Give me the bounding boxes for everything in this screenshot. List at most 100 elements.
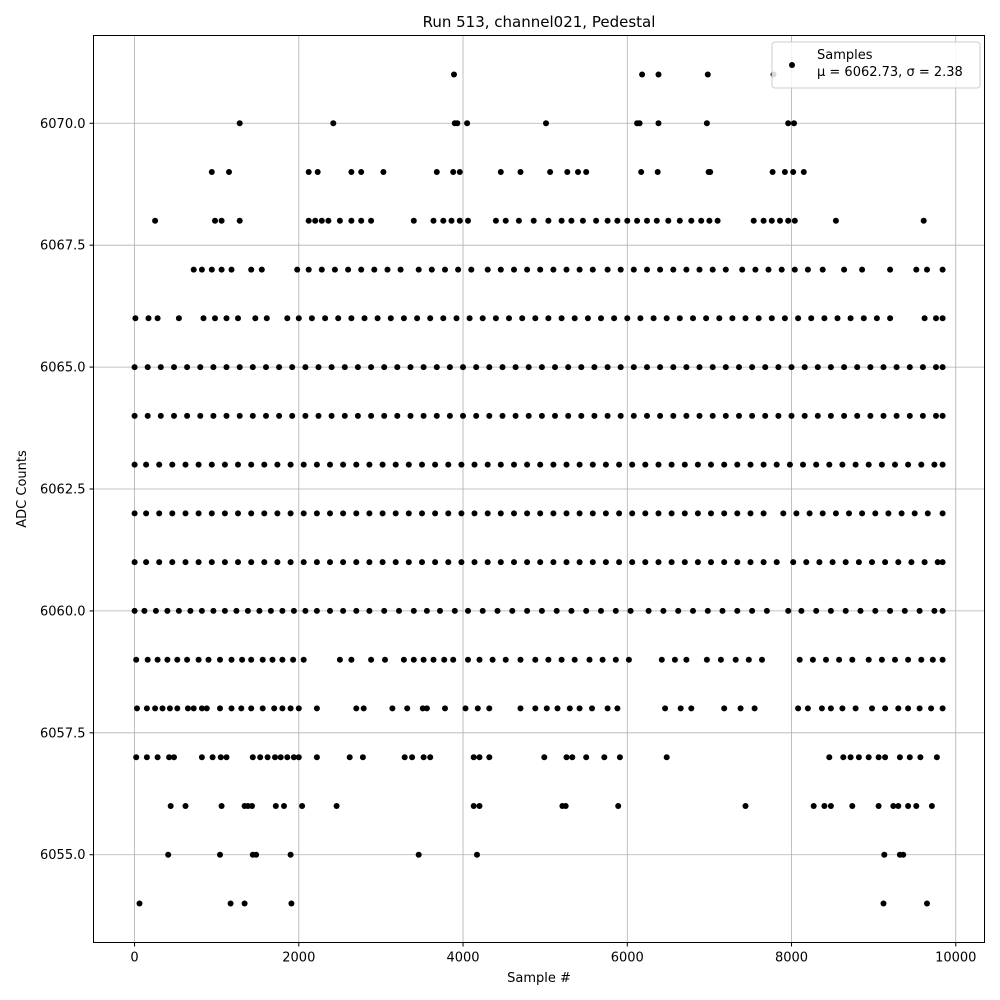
data-point xyxy=(423,607,430,614)
data-point xyxy=(538,412,545,419)
data-point xyxy=(890,803,897,809)
data-point xyxy=(486,754,493,761)
data-point xyxy=(719,607,726,614)
data-point xyxy=(939,266,946,273)
data-point xyxy=(295,754,302,761)
data-point xyxy=(773,559,780,566)
data-point xyxy=(615,803,622,809)
data-point xyxy=(747,559,754,566)
data-point xyxy=(708,559,714,566)
data-point xyxy=(637,315,644,322)
data-point xyxy=(174,705,181,712)
data-point xyxy=(169,559,176,566)
data-point xyxy=(274,559,281,566)
data-point xyxy=(655,71,662,78)
data-point xyxy=(558,315,565,322)
data-point xyxy=(694,461,701,468)
data-point xyxy=(465,607,471,614)
data-point xyxy=(353,461,360,468)
data-point xyxy=(642,559,649,566)
data-point xyxy=(875,803,882,809)
data-point xyxy=(432,461,439,468)
data-point xyxy=(313,607,320,614)
data-point xyxy=(366,607,373,614)
data-point xyxy=(445,510,452,517)
data-point xyxy=(545,217,552,224)
data-point xyxy=(336,656,343,663)
data-point xyxy=(849,803,856,809)
data-point xyxy=(543,120,549,127)
data-point xyxy=(248,510,255,517)
data-point xyxy=(208,169,215,175)
data-point xyxy=(308,315,315,322)
data-point xyxy=(315,412,322,419)
data-point xyxy=(387,315,394,322)
data-point xyxy=(348,169,355,175)
data-point xyxy=(865,656,872,663)
data-point xyxy=(806,510,813,517)
data-point xyxy=(683,412,690,419)
data-point xyxy=(931,607,938,614)
data-point xyxy=(335,315,342,322)
data-point xyxy=(939,656,946,663)
data-point xyxy=(816,559,823,566)
data-point xyxy=(790,169,797,175)
data-point xyxy=(918,461,925,468)
data-point xyxy=(703,120,710,127)
data-point xyxy=(136,900,143,907)
data-point xyxy=(381,364,388,371)
data-point xyxy=(445,559,452,566)
data-point xyxy=(913,803,920,809)
data-point xyxy=(154,656,161,663)
data-point xyxy=(732,656,739,663)
data-point xyxy=(924,510,931,517)
data-point xyxy=(836,656,843,663)
data-point xyxy=(576,559,583,566)
data-point xyxy=(327,461,333,468)
y-axis-label: ADC Counts xyxy=(15,450,30,528)
data-point xyxy=(900,851,907,858)
data-point xyxy=(208,461,215,468)
data-point xyxy=(920,217,927,224)
data-point xyxy=(465,217,471,224)
y-tick-label: 6067.5 xyxy=(40,239,86,254)
data-point xyxy=(906,754,913,761)
y-tick-label: 6057.5 xyxy=(40,726,86,741)
data-point xyxy=(145,315,152,322)
data-point xyxy=(348,217,355,224)
data-point xyxy=(340,461,347,468)
data-point xyxy=(460,364,466,371)
data-point xyxy=(379,510,386,517)
data-point xyxy=(755,315,762,322)
data-point xyxy=(197,412,204,419)
data-point xyxy=(839,705,846,712)
data-point xyxy=(786,461,793,468)
data-point xyxy=(346,754,353,761)
data-point xyxy=(681,461,688,468)
data-point xyxy=(368,412,375,419)
data-point xyxy=(704,71,711,78)
data-point xyxy=(593,217,600,224)
data-point xyxy=(878,656,885,663)
data-point xyxy=(210,412,217,419)
data-point xyxy=(532,656,539,663)
data-point xyxy=(578,412,585,419)
data-point xyxy=(642,510,649,517)
data-point xyxy=(722,364,729,371)
data-point xyxy=(655,510,662,517)
data-point xyxy=(525,412,532,419)
data-point xyxy=(639,71,646,78)
data-point xyxy=(818,705,825,712)
x-axis-label: Sample # xyxy=(507,971,571,986)
x-tick-label: 0 xyxy=(130,951,138,966)
data-point xyxy=(624,217,631,224)
data-point xyxy=(721,461,728,468)
data-point xyxy=(515,217,522,224)
data-point xyxy=(734,607,741,614)
data-point xyxy=(552,412,558,419)
data-point xyxy=(420,754,427,761)
data-point xyxy=(171,754,177,761)
data-point xyxy=(473,412,480,419)
data-point xyxy=(709,412,716,419)
data-point xyxy=(939,315,946,322)
